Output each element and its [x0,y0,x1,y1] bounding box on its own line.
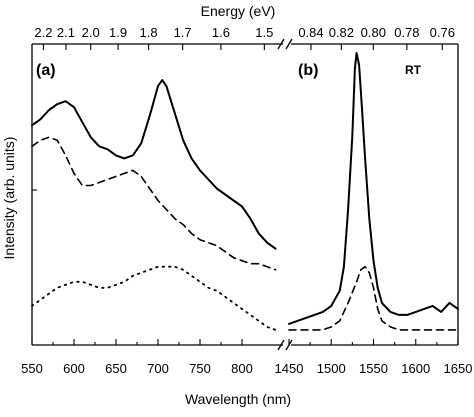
axis-break [277,38,293,351]
break-mark-0-0 [277,38,285,50]
rt-annotation: RT [405,63,422,77]
top-tick-label-p0-4: 1.8 [140,25,158,40]
top-tick-label-p0-0: 2.2 [34,25,52,40]
panel-a-label: (a) [36,62,56,79]
x-tick-label-p1-0: 1450 [275,361,304,376]
top-tick-label-p1-1: 0.82 [329,25,354,40]
plot-frame [31,43,459,346]
x-tick-label-p0-3: 700 [147,361,169,376]
x-tick-label-p1-3: 1600 [401,361,430,376]
top-tick-label-p0-3: 1.9 [109,25,127,40]
top-tick-label-p0-5: 1.7 [174,25,192,40]
series-layer [31,52,459,331]
series-dashed-panel-a [31,136,277,271]
break-mark-1-1 [285,339,293,351]
x-tick-label-p0-2: 650 [105,361,127,376]
top-tick-label-p0-1: 2.1 [57,25,75,40]
top-tick-label-p1-0: 0.84 [298,25,323,40]
break-mark-1-0 [277,339,285,351]
x-axis-title: Wavelength (nm) [185,391,291,407]
top-axis-title: Energy (eV) [201,3,276,19]
series-solid-panel-b [288,52,459,325]
tick-layer: 550 600 650 700 750 800 2.2 2.1 2.0 1.9 1.8 1.7 1.6 1… [21,25,472,376]
x-tick-label-p0-5: 800 [231,361,253,376]
x-tick-label-p0-1: 600 [63,361,85,376]
y-axis-title: Intensity (arb. units) [1,137,17,260]
panel-b-label: (b) [298,62,318,79]
top-tick-label-p1-3: 0.78 [394,25,419,40]
series-solid-panel-a [31,79,277,250]
series-dotted-panel-a [31,265,277,331]
x-tick-label-p0-0: 550 [21,361,43,376]
top-tick-label-p1-2: 0.80 [361,25,386,40]
top-tick-label-p0-7: 1.5 [255,25,273,40]
x-tick-label-p0-4: 750 [189,361,211,376]
x-tick-label-p1-4: 1650 [444,361,473,376]
top-tick-label-p1-4: 0.76 [430,25,455,40]
top-tick-label-p0-6: 1.6 [212,25,230,40]
break-mark-0-1 [285,38,293,50]
x-tick-label-p1-2: 1550 [359,361,388,376]
top-tick-label-p0-2: 2.0 [82,25,100,40]
series-dashed-panel-b [288,265,459,331]
x-tick-label-p1-1: 1500 [317,361,346,376]
